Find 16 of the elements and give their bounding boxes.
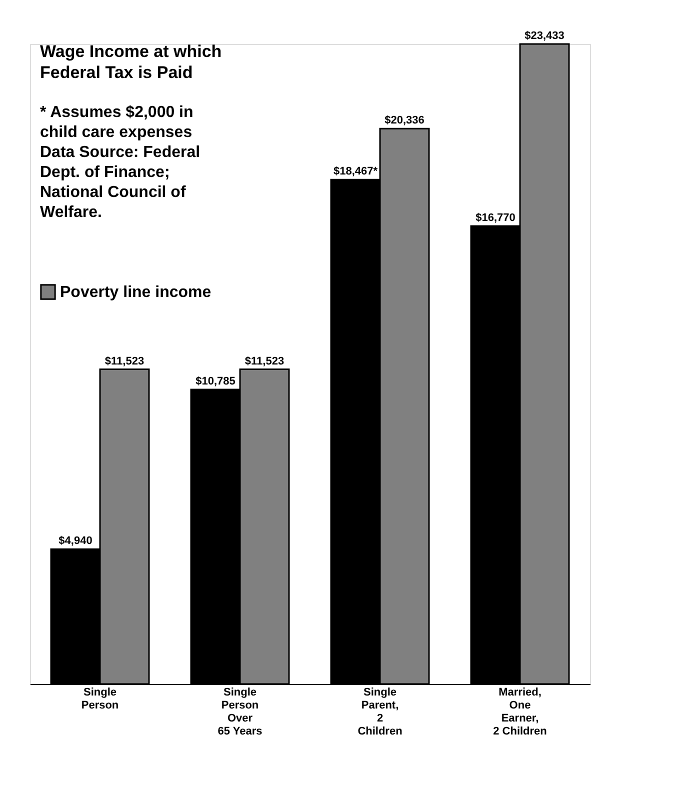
data-label: $20,336: [384, 114, 424, 127]
data-label: $23,433: [524, 30, 564, 42]
data-label: $11,523: [104, 355, 144, 368]
data-label: $16,770: [476, 212, 516, 224]
data-label: $18,467*: [333, 166, 378, 178]
data-label: $11,523: [244, 355, 284, 368]
x-tick-label: Single Person: [81, 686, 119, 712]
x-tick-label: Single Parent, 2 Children: [358, 686, 403, 738]
data-label: $10,785: [196, 375, 236, 388]
x-tick-label: Married, One Earner, 2 Children: [493, 686, 548, 738]
annotation: Data Source: Federal Dept. of Finance; National Council of Welfare.: [40, 144, 200, 221]
legend-label: Poverty line income: [60, 284, 212, 301]
text: Wage Income at which Federal Tax is Paid: [40, 42, 222, 82]
x-tick-label: Single Person Over 65 Years: [218, 686, 262, 738]
annotation: * Assumes $2,000 in child care expenses: [40, 104, 194, 141]
data-label: $4,940: [58, 535, 92, 548]
